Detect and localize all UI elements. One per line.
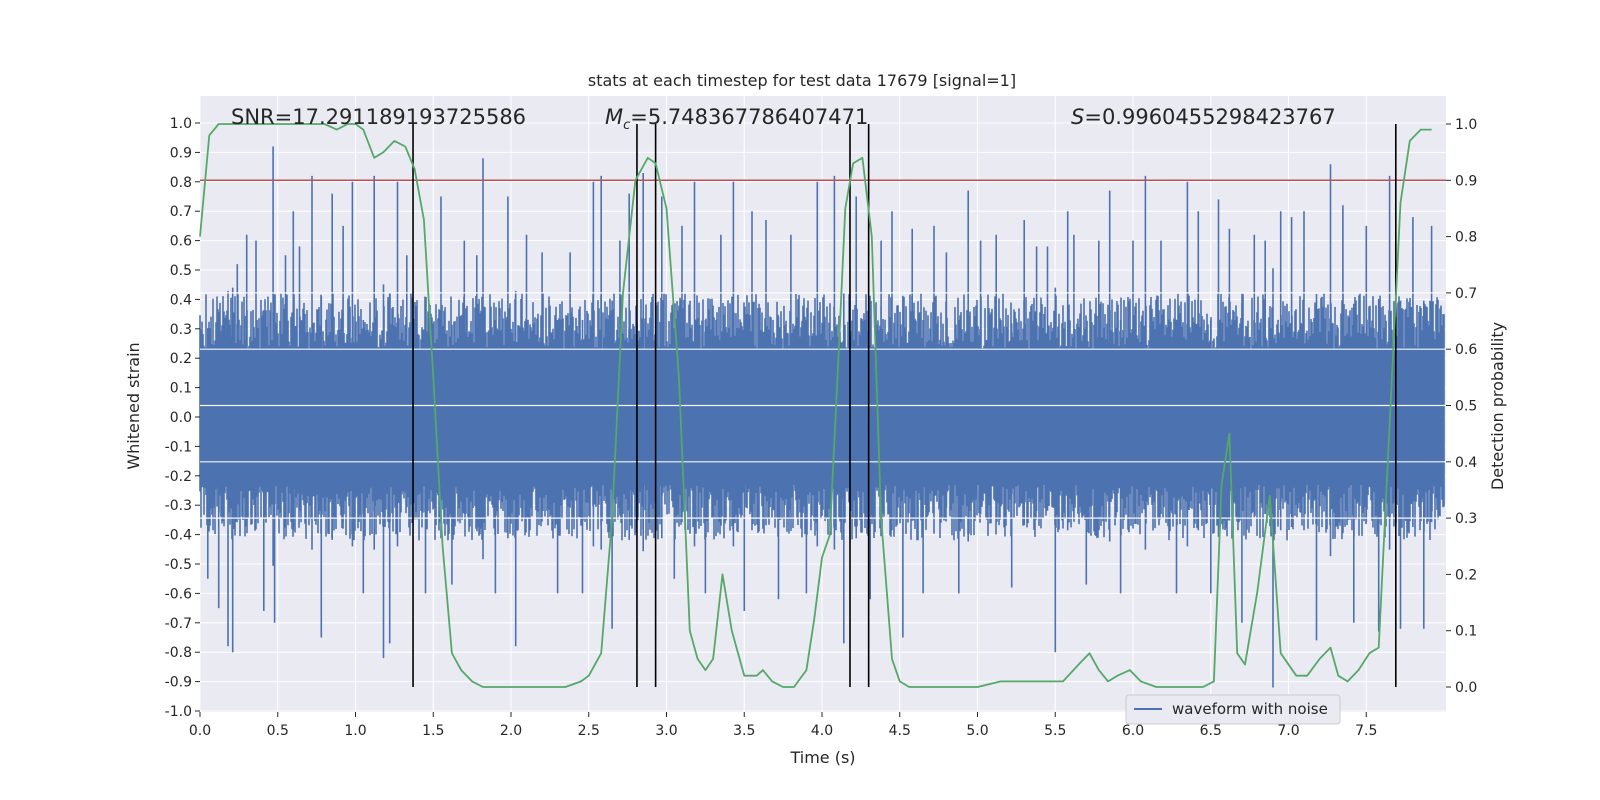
- y-tick-label: 0.1: [170, 381, 192, 397]
- right-y-axis-ticks: 1.0 0.9 0.8 0.7 0.6 0.5 0.4 0.3 0.2 0.1 0.0: [1446, 117, 1477, 696]
- x-tick-label: 6.5: [1200, 723, 1222, 739]
- y-tick-label: -0.7: [165, 616, 192, 632]
- x-tick-label: 6.0: [1122, 723, 1144, 739]
- y-tick-label: 0.6: [170, 234, 192, 250]
- mc-annotation: Mc=5.748367786407471: [605, 105, 868, 133]
- x-tick-label: 4.0: [811, 723, 833, 739]
- y-tick-label: 0.4: [170, 292, 192, 308]
- waveform-series: [199, 146, 1446, 688]
- x-tick-label: 4.5: [889, 723, 911, 739]
- x-tick-label: 7.0: [1277, 723, 1299, 739]
- right-y-tick-label: 0.5: [1455, 399, 1477, 415]
- mc-symbol: M: [605, 105, 623, 129]
- legend-box: [1125, 694, 1341, 725]
- s-annotation: S=0.9960455298423767: [1071, 105, 1336, 129]
- y-tick-label: -0.4: [165, 528, 192, 544]
- y-axis-ticks: 1.0 0.9 0.8 0.7 0.6 0.5 0.4 0.3 0.2 0.1 0.0 -0.1 -0.…: [165, 116, 200, 720]
- y-tick-label: -0.3: [165, 498, 192, 514]
- right-y-tick-label: 0.4: [1455, 455, 1477, 471]
- y-tick-label: 0.0: [170, 410, 192, 426]
- y-tick-label: 0.8: [170, 175, 192, 191]
- x-tick-label: 2.0: [500, 723, 522, 739]
- x-tick-label: 1.0: [344, 723, 366, 739]
- probability-line: [199, 123, 1432, 688]
- y-tick-label: -0.6: [165, 586, 192, 602]
- y-tick-label: 0.2: [170, 351, 192, 367]
- right-y-tick-label: 0.0: [1455, 680, 1477, 696]
- snr-annotation: SNR=17.291189193725586: [231, 105, 526, 129]
- probability-series: [199, 123, 1432, 688]
- y-tick-label: 1.0: [170, 116, 192, 132]
- y-tick-label: 0.5: [170, 263, 192, 279]
- right-y-tick-label: 0.7: [1455, 286, 1477, 302]
- y-tick-label: -0.1: [165, 439, 192, 455]
- chart-title: stats at each timestep for test data 176…: [588, 71, 1016, 90]
- x-tick-label: 0.5: [267, 723, 289, 739]
- mc-subscript: c: [623, 118, 630, 133]
- event-vlines: [412, 124, 1397, 687]
- y-tick-label: 0.9: [170, 145, 192, 161]
- y-tick-label: -1.0: [165, 704, 192, 720]
- right-y-tick-label: 0.8: [1455, 230, 1477, 246]
- x-tick-label: 0.0: [189, 723, 211, 739]
- legend: waveform with noise: [1125, 694, 1341, 725]
- x-tick-label: 5.0: [966, 723, 988, 739]
- x-tick-label: 5.5: [1044, 723, 1066, 739]
- legend-label: waveform with noise: [1172, 700, 1328, 718]
- y-axis-title: Whitened strain: [124, 342, 143, 469]
- right-y-axis-title: Detection probability: [1488, 322, 1507, 490]
- right-y-tick-label: 0.2: [1455, 567, 1477, 583]
- y-tick-label: 0.3: [170, 322, 192, 338]
- right-y-tick-label: 0.1: [1455, 624, 1477, 640]
- x-tick-label: 1.5: [422, 723, 444, 739]
- x-tick-label: 7.5: [1355, 723, 1377, 739]
- y-tick-label: 0.7: [170, 204, 192, 220]
- x-axis-ticks: 0.0 0.5 1.0 1.5 2.0 2.5 3.0 3.5 4.0 4.5 5.0 5.5 6.0 6…: [189, 712, 1377, 739]
- y-tick-label: -0.8: [165, 645, 192, 661]
- right-y-tick-label: 0.6: [1455, 342, 1477, 358]
- x-tick-label: 3.5: [733, 723, 755, 739]
- right-y-tick-label: 0.3: [1455, 511, 1477, 527]
- x-tick-label: 2.5: [578, 723, 600, 739]
- x-axis-title: Time (s): [789, 748, 855, 767]
- x-tick-label: 3.0: [655, 723, 677, 739]
- s-value: =0.9960455298423767: [1084, 105, 1335, 129]
- y-tick-label: -0.2: [165, 469, 192, 485]
- s-symbol: S: [1071, 105, 1084, 129]
- waveform-line: [199, 146, 1445, 688]
- mc-value: =5.748367786407471: [630, 105, 868, 129]
- y-tick-label: -0.5: [165, 557, 192, 573]
- y-tick-label: -0.9: [165, 675, 192, 691]
- right-y-tick-label: 1.0: [1455, 117, 1477, 133]
- right-y-tick-label: 0.9: [1455, 173, 1477, 189]
